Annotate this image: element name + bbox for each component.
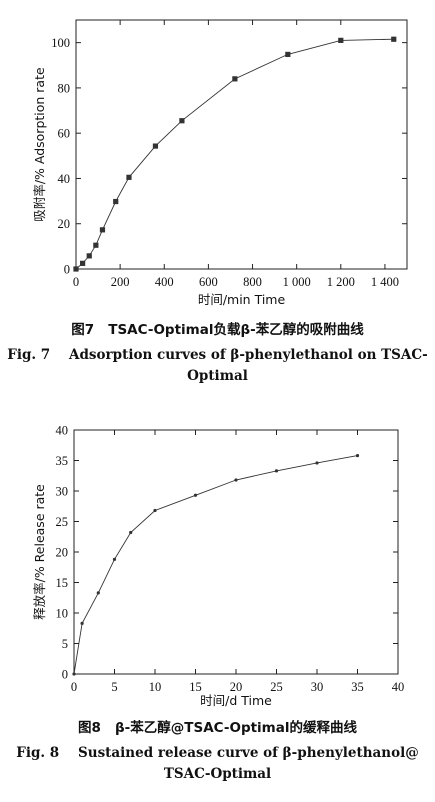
x-tick-label: 5: [111, 680, 117, 694]
figure-7-title-en-line2: Optimal: [187, 368, 248, 384]
x-tick-label: 15: [189, 680, 202, 694]
data-point: [93, 242, 99, 248]
data-point: [80, 621, 84, 625]
figure-8-title-cn: β-苯乙醇@TSAC-Optimal的缓释曲线: [115, 720, 357, 736]
data-point: [152, 143, 159, 149]
figure-7: 0 200 400 600 800 1 000 1 200 1 400 0 20 40 60 80 100…: [0, 0, 435, 395]
figure-8-label-cn: 图8: [77, 720, 101, 736]
x-tick-label: 40: [392, 680, 405, 694]
y-axis-label: 释放率/% Release rate: [32, 484, 47, 620]
plot-frame: [73, 429, 399, 675]
y-tick-label: 80: [58, 81, 71, 95]
x-tick-label: 0: [73, 275, 79, 289]
figure-7-title-en-line1: Adsorption curves of β-phenylethanol on …: [69, 347, 428, 363]
data-point: [234, 478, 238, 482]
x-tick-label: 35: [351, 680, 364, 694]
x-axis-label: 时间/d Time: [200, 693, 272, 708]
x-tick-label: 1 200: [327, 275, 355, 289]
data-point: [80, 260, 86, 266]
data-point: [179, 118, 185, 124]
x-tick-label: 20: [230, 680, 243, 694]
figure-8-title-en-line1: Sustained release curve of β-phenylethan…: [78, 745, 419, 761]
y-tick-label: 60: [58, 127, 71, 141]
data-point: [86, 253, 92, 259]
data-point: [285, 51, 291, 58]
data-point: [355, 454, 360, 458]
y-tick-label: 40: [56, 424, 69, 438]
y-tick-label: 10: [56, 607, 69, 621]
x-tick-label: 10: [149, 680, 162, 694]
x-tick-label: 1 400: [371, 275, 399, 289]
figure-7-label-en: Fig. 7: [7, 347, 51, 363]
data-point: [153, 508, 157, 513]
x-axis-label: 时间/min Time: [198, 292, 286, 307]
y-tick-label: 5: [62, 637, 68, 651]
figure-8-title-en-line2: TSAC-Optimal: [163, 766, 272, 782]
x-tick-label: 200: [111, 275, 130, 289]
y-tick-label: 20: [58, 217, 71, 231]
data-point: [274, 469, 279, 473]
y-tick-label: 0: [62, 668, 68, 682]
y-tick-label: 0: [64, 263, 70, 277]
x-tick-label: 30: [311, 680, 324, 694]
y-tick-label: 20: [56, 546, 69, 560]
figure-7-caption-cn: 图7 TSAC-Optimal负载β-苯乙醇的吸附曲线: [0, 318, 435, 338]
adsorption-chart: 0 200 400 600 800 1 000 1 200 1 400 0 20 40 60 80 100…: [32, 19, 408, 307]
x-tick-label: 0: [71, 680, 77, 694]
plot-frame: [75, 19, 408, 270]
y-axis-label: 吸附率/% Adsorption rate: [32, 67, 47, 222]
data-point: [126, 174, 132, 180]
x-tick-label: 800: [243, 275, 262, 289]
x-tick-label: 600: [199, 275, 218, 289]
figure-8: 0 5 10 15 20 25 30 35 40 0 5 10 15 20 25 30 35 40 时间/d Tim…: [0, 415, 435, 802]
y-tick-label: 35: [56, 454, 69, 468]
figure-8-caption-cn: 图8 β-苯乙醇@TSAC-Optimal的缓释曲线: [0, 716, 435, 736]
data-point: [338, 37, 344, 43]
y-tick-label: 15: [56, 576, 69, 590]
x-tick-label: 400: [155, 275, 174, 289]
data-point: [232, 76, 238, 82]
figure-7-title-cn: TSAC-Optimal负载β-苯乙醇的吸附曲线: [108, 322, 364, 338]
data-point: [72, 672, 76, 676]
data-point: [96, 591, 100, 595]
figure-7-label-cn: 图7: [71, 322, 95, 338]
data-point: [73, 266, 79, 272]
data-point: [391, 36, 397, 42]
x-tick-label: 25: [270, 680, 283, 694]
data-point: [129, 530, 133, 535]
data-point: [112, 557, 117, 561]
figure-8-label-en: Fig. 8: [16, 745, 60, 761]
series-line: [73, 455, 358, 675]
release-chart: 0 5 10 15 20 25 30 35 40 0 5 10 15 20 25 30 35 40 时间/d Tim…: [32, 424, 405, 709]
y-tick-label: 100: [51, 36, 70, 50]
data-point: [193, 493, 198, 497]
data-point: [315, 461, 319, 465]
figure-7-caption-en: Fig. 7 Adsorption curves of β-phenyletha…: [0, 345, 435, 387]
data-point: [99, 227, 106, 233]
y-tick-label: 40: [58, 172, 71, 186]
figure-8-caption-en: Fig. 8 Sustained release curve of β-phen…: [0, 743, 435, 785]
x-tick-label: 1 000: [283, 275, 311, 289]
data-point: [113, 198, 119, 205]
series-line: [75, 38, 394, 270]
y-tick-label: 25: [56, 515, 69, 529]
y-tick-label: 30: [56, 485, 69, 499]
